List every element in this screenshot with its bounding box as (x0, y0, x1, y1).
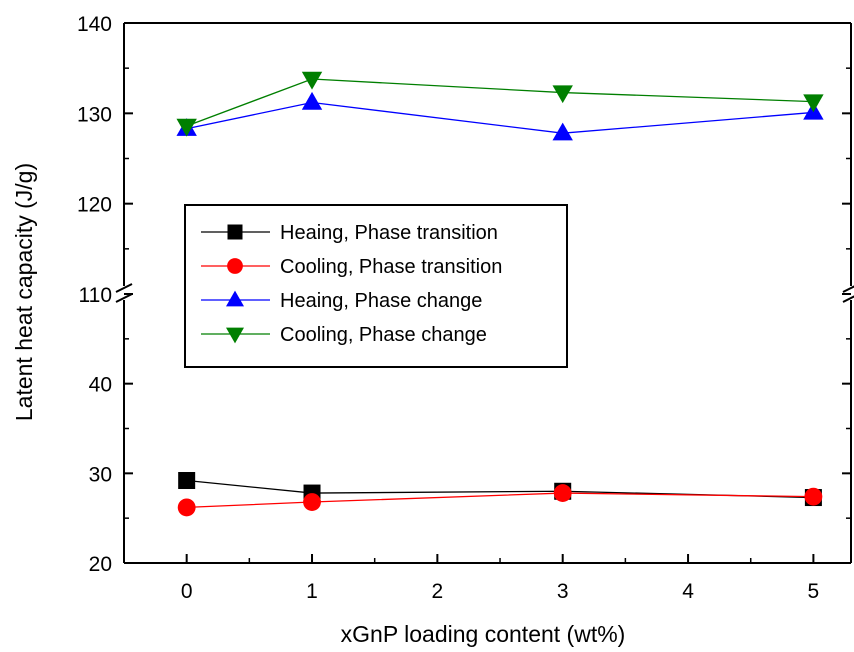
legend-marker (227, 258, 243, 274)
y-tick-label: 20 (89, 553, 112, 576)
x-tick-label: 0 (181, 580, 193, 603)
legend-marker (226, 290, 244, 307)
y-tick-label: 40 (89, 374, 112, 397)
y-tick-label: 120 (77, 194, 112, 217)
x-tick-label: 1 (306, 580, 318, 603)
axis-break-mark (842, 285, 854, 293)
axis-break-mark (115, 293, 133, 303)
legend-label: Cooling, Phase change (280, 324, 487, 346)
axes: 0 1 2 3 4 5 110 120 130 140 20 30 40 (77, 13, 854, 603)
series-0 (178, 472, 822, 507)
data-point (553, 484, 572, 502)
data-point (178, 472, 196, 490)
y-tick-label: 110 (79, 284, 112, 307)
x-tick-label: 3 (557, 580, 569, 603)
legend: Heaing, Phase transition Cooling, Phase t… (184, 204, 568, 368)
legend-marker (226, 327, 244, 344)
data-point (552, 85, 573, 104)
series-line (186, 78, 814, 127)
series-line (186, 101, 814, 134)
legend-label: Heaing, Phase change (280, 290, 482, 312)
series-layer (176, 71, 824, 517)
y-tick-label: 140 (77, 13, 112, 36)
data-point (176, 118, 197, 137)
data-point (803, 94, 824, 113)
series-3 (176, 71, 824, 137)
series-1 (177, 484, 823, 517)
data-point (552, 122, 573, 141)
x-tick-label: 5 (808, 580, 820, 603)
x-tick-label: 4 (682, 580, 694, 603)
legend-label: Cooling, Phase transition (280, 256, 502, 278)
axis-break-mark (115, 283, 133, 293)
series-2 (176, 91, 824, 141)
y-tick-label: 130 (77, 103, 112, 126)
axis-break-mark (842, 295, 854, 303)
x-tick-label: 2 (432, 580, 444, 603)
data-point (301, 71, 323, 90)
data-point (804, 487, 823, 506)
data-point (303, 493, 321, 511)
data-point (301, 91, 323, 110)
legend-label: Heaing, Phase transition (280, 222, 498, 244)
legend-marker (227, 224, 243, 240)
data-point (177, 498, 196, 517)
y-tick-label: 30 (89, 463, 112, 486)
series-line (186, 492, 814, 509)
x-axis-title: xGnP loading content (wt%) (341, 621, 626, 647)
y-axis-title: Latent heat capacity (J/g) (11, 163, 37, 421)
